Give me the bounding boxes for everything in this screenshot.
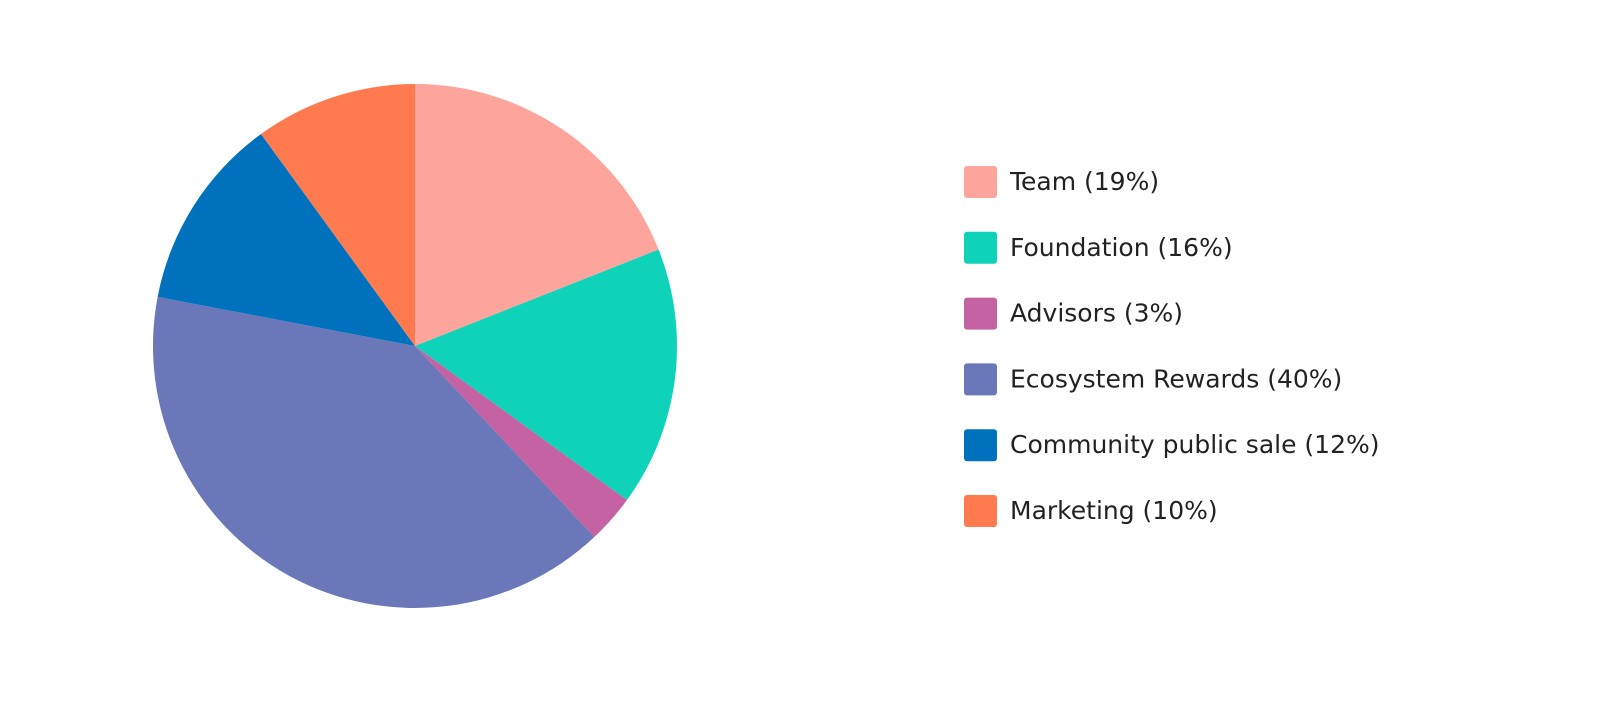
legend-label: Foundation (16%): [1010, 233, 1233, 262]
pie-slice: [415, 249, 677, 500]
pie-slice: [157, 134, 415, 346]
legend-label: Advisors (3%): [1010, 299, 1183, 328]
legend-label: Team (19%): [1009, 167, 1159, 196]
legend-label: Marketing (10%): [1010, 496, 1218, 525]
legend-swatch: [964, 495, 997, 527]
legend-label: Community public sale (12%): [1010, 430, 1380, 459]
pie-slice: [153, 296, 595, 608]
pie-slice: [261, 84, 415, 346]
legend-swatch: [964, 363, 997, 396]
pie-slice: [415, 346, 627, 537]
pie-slice: [415, 84, 659, 346]
legend-swatch: [964, 429, 997, 462]
legend-label: Ecosystem Rewards (40%): [1010, 364, 1342, 393]
legend-swatch: [964, 166, 997, 198]
legend-swatch: [964, 231, 997, 264]
legend-swatch: [964, 297, 997, 330]
